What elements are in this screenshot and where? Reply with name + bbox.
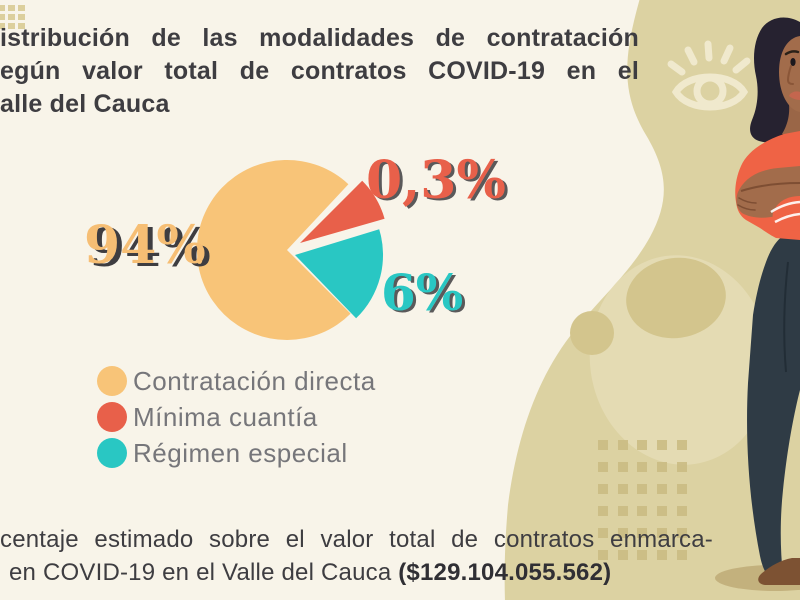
dot-grid-top-left bbox=[0, 5, 25, 29]
legend-dot-teal bbox=[97, 438, 127, 468]
legend-item-contratacion-directa: Contratación directa bbox=[97, 363, 376, 399]
infographic-title: istribución de las modalidades de contra… bbox=[0, 22, 639, 121]
legend-dot-orange bbox=[97, 366, 127, 396]
eye-doodle-icon bbox=[667, 40, 751, 111]
title-line-1: istribución de las modalidades de contra… bbox=[0, 24, 639, 52]
person-hair-front bbox=[768, 34, 784, 111]
person-arm-split-line bbox=[740, 182, 800, 192]
footnote-line-1: centaje estimado sobre el valor total de… bbox=[0, 526, 713, 553]
person-crossed-arms-illustration bbox=[735, 17, 800, 585]
person-sleeve-stripe-2 bbox=[774, 212, 800, 224]
pie-chart bbox=[196, 159, 385, 340]
person-fingers bbox=[737, 197, 757, 211]
pie-slice-contratacion-directa bbox=[196, 159, 351, 340]
legend-dot-red bbox=[97, 402, 127, 432]
person-sleeve bbox=[772, 196, 800, 231]
footnote-line-2-text: en COVID-19 en el Valle del Cauca bbox=[9, 559, 399, 586]
dot-grid-bottom bbox=[598, 440, 687, 560]
pie-legend: Contratación directa Mínima cuantía Régi… bbox=[97, 363, 376, 471]
person-pants-seam bbox=[783, 261, 789, 373]
legend-item-minima-cuantia: Mínima cuantía bbox=[97, 399, 376, 435]
legend-label: Contratación directa bbox=[133, 365, 376, 396]
pie-slice-regimen-especial bbox=[295, 229, 384, 319]
title-line-3: alle del Cauca bbox=[0, 90, 170, 118]
person-neck bbox=[782, 104, 800, 140]
person-eye bbox=[790, 58, 796, 66]
pie-slice-minima-cuantia bbox=[300, 180, 385, 243]
blob-dark-patch bbox=[626, 257, 726, 339]
person-sleeve-stripe-1 bbox=[770, 200, 800, 214]
pie-label-0-3: 0,3% bbox=[366, 150, 506, 211]
person-pants bbox=[747, 232, 800, 576]
footnote-line-2: en COVID-19 en el Valle del Cauca ($129.… bbox=[0, 556, 713, 589]
person-lips bbox=[789, 91, 800, 100]
legend-label: Régimen especial bbox=[133, 437, 348, 468]
person-shoe bbox=[758, 558, 800, 585]
blob-dark-dot bbox=[570, 311, 614, 355]
pie-label-94: 94% bbox=[84, 215, 206, 276]
person-nose bbox=[786, 65, 794, 85]
legend-item-regimen-especial: Régimen especial bbox=[97, 435, 376, 471]
legend-label: Mínima cuantía bbox=[133, 401, 318, 432]
pie-label-6: 6% bbox=[381, 263, 464, 322]
person-eyebrow bbox=[784, 50, 800, 56]
footnote-total-value: ($129.104.055.562) bbox=[398, 559, 612, 586]
title-line-2: egún valor total de contratos COVID-19 e… bbox=[0, 57, 639, 85]
footnote: centaje estimado sobre el valor total de… bbox=[0, 523, 713, 589]
